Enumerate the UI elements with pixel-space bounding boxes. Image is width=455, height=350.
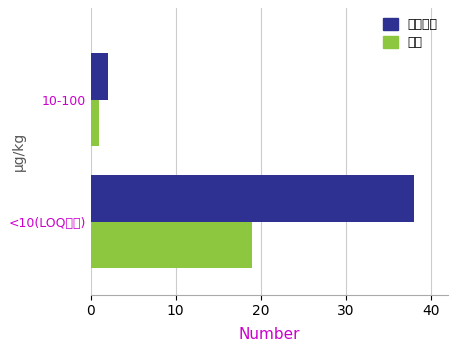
Bar — [91, 175, 413, 222]
Legend: 케이크등, 식빵: 케이크등, 식빵 — [378, 15, 440, 53]
Bar — [91, 222, 252, 268]
Bar — [91, 54, 107, 100]
Y-axis label: μg/kg: μg/kg — [12, 132, 26, 171]
Bar — [91, 100, 99, 146]
X-axis label: Number: Number — [238, 327, 299, 342]
